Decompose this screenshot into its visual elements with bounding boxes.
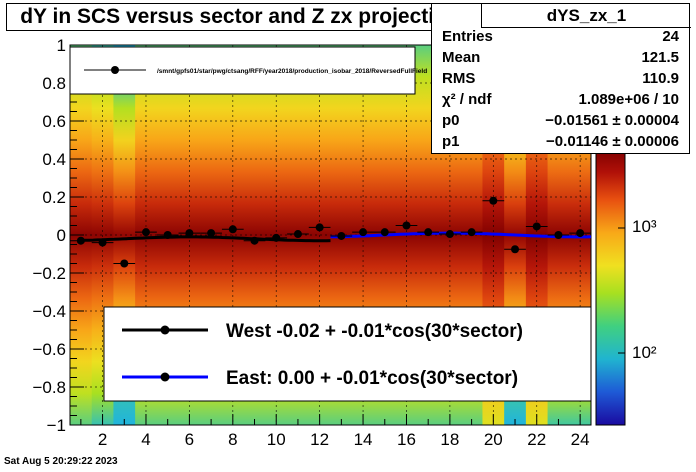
- top-legend-marker: [111, 66, 119, 74]
- data-point: [380, 228, 389, 237]
- fit-curve: [330, 231, 592, 239]
- y-tick-label: 1: [57, 36, 66, 55]
- colorbar: 10³ 10²: [595, 149, 657, 426]
- stat-row: RMS 110.9: [442, 70, 679, 91]
- data-point: [293, 230, 302, 239]
- y-tick-label: −0.2: [32, 264, 66, 283]
- y-tick-label: −1: [47, 416, 66, 435]
- west-legend-marker: [160, 325, 170, 335]
- y-tick-label: −0.4: [32, 302, 66, 321]
- stat-value: 1.089e+06 / 10: [578, 91, 679, 108]
- y-tick-label: 0: [57, 226, 66, 245]
- data-point: [337, 231, 346, 240]
- stat-label: p0: [442, 112, 460, 129]
- x-tick-label: 14: [354, 430, 373, 449]
- data-point: [315, 223, 324, 232]
- stat-value: 110.9: [642, 70, 679, 87]
- y-tick-label: −0.8: [32, 378, 66, 397]
- stat-row: p1 −0.01146 ± 0.00006: [442, 133, 679, 154]
- x-tick-label: 18: [440, 430, 459, 449]
- data-point: [185, 229, 194, 238]
- stat-row: Entries 24: [442, 28, 679, 49]
- fit-legend: West -0.02 + -0.01*cos(30*sector) East: …: [103, 306, 592, 402]
- stat-value: 24: [662, 28, 679, 45]
- x-tick-label: 22: [527, 430, 546, 449]
- fit-curves: [80, 231, 592, 243]
- data-point: [576, 229, 585, 238]
- data-point: [98, 238, 107, 247]
- data-point: [120, 259, 129, 268]
- top-legend: /smnt/gpfs01/star/pwg/ctsang/RFF/year201…: [69, 46, 427, 95]
- stat-label: Entries: [442, 28, 493, 45]
- stat-label: p1: [442, 133, 460, 150]
- y-tick-label: 0.4: [42, 150, 66, 169]
- x-tick-label: 24: [571, 430, 590, 449]
- x-tick-label: 2: [98, 430, 107, 449]
- data-point: [272, 233, 281, 242]
- x-tick-label: 4: [141, 430, 150, 449]
- timestamp: Sat Aug 5 20:29:22 2023: [4, 456, 118, 467]
- stats-box: dYS_zx_1 Entries 24 Mean 121.5 RMS 110.9…: [431, 3, 691, 154]
- y-tick-label: 0.6: [42, 112, 66, 131]
- data-point: [228, 225, 237, 234]
- data-point: [445, 230, 454, 239]
- stat-label: χ² / ndf: [442, 91, 492, 108]
- stat-value: −0.01561 ± 0.00004: [545, 112, 679, 129]
- x-tick-label: 12: [310, 430, 329, 449]
- y-tick-label: 0.2: [42, 188, 66, 207]
- colorbar-tick-label: 10²: [632, 343, 657, 362]
- stat-row: p0 −0.01561 ± 0.00004: [442, 112, 679, 133]
- east-legend-label: East: 0.00 + -0.01*cos(30*sector): [226, 368, 518, 389]
- x-tick-label: 10: [267, 430, 286, 449]
- data-point: [163, 231, 172, 239]
- data-point: [250, 236, 259, 245]
- stat-label: RMS: [442, 70, 476, 87]
- fit-legend-box: [103, 306, 592, 402]
- data-point: [511, 245, 520, 254]
- data-point: [424, 228, 433, 237]
- top-legend-label: /smnt/gpfs01/star/pwg/ctsang/RFF/year201…: [157, 68, 427, 75]
- data-point: [554, 231, 563, 239]
- stat-row: χ² / ndf 1.089e+06 / 10: [442, 91, 679, 112]
- east-legend-marker: [160, 372, 170, 382]
- data-point: [489, 196, 498, 205]
- x-tick-label: 8: [228, 430, 237, 449]
- data-point: [141, 228, 150, 237]
- chart-title: dY in SCS versus sector and Z zx project…: [6, 3, 474, 31]
- fit-curve: [80, 235, 331, 243]
- stat-row: Mean 121.5: [442, 49, 679, 70]
- y-tick-label: −0.6: [32, 340, 66, 359]
- data-point: [76, 236, 85, 245]
- west-legend-label: West -0.02 + -0.01*cos(30*sector): [226, 321, 523, 342]
- colorbar-tick-label: 10³: [632, 217, 657, 236]
- data-points: [70, 196, 591, 268]
- x-tick-label: 16: [397, 430, 416, 449]
- y-tick-label: 0.8: [42, 74, 66, 93]
- x-tick-label: 6: [185, 430, 194, 449]
- data-point: [402, 221, 411, 230]
- colorbar-gradient: [595, 149, 626, 426]
- data-point: [467, 228, 476, 237]
- axes: 2 4 6 8 10 12 14 16 18 20 22 24−1−0.8−0.6−0.4−0.200…: [32, 36, 589, 449]
- data-point: [207, 229, 216, 238]
- data-point: [532, 222, 541, 231]
- stats-histogram-name: dYS_zx_1: [481, 4, 691, 28]
- x-tick-label: 20: [484, 430, 503, 449]
- data-point: [359, 228, 368, 237]
- stat-value: −0.01146 ± 0.00006: [546, 133, 679, 150]
- stat-value: 121.5: [641, 49, 679, 66]
- stat-label: Mean: [442, 49, 481, 66]
